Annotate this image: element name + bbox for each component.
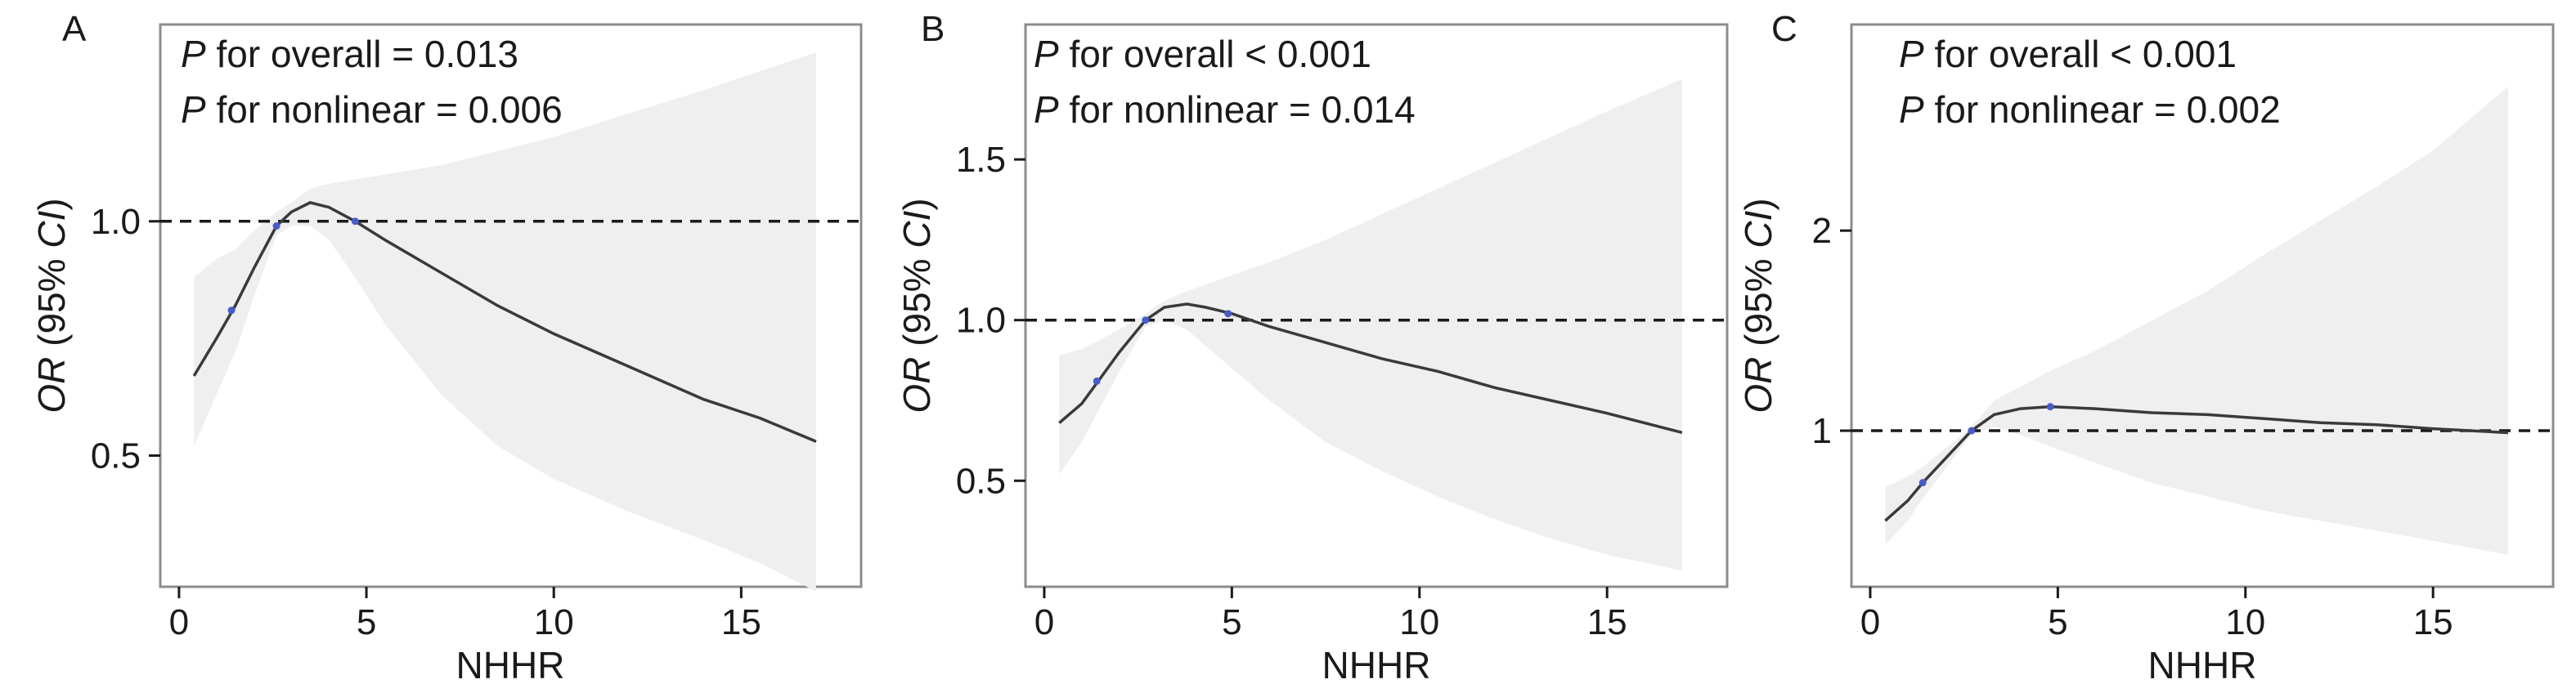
confidence-band [194, 52, 816, 592]
panel-b: B P for overall < 0.001 P for nonlinear … [895, 9, 1729, 686]
x-tick-label: 0 [169, 602, 189, 642]
y-axis-title: OR (95% CI) [1737, 198, 1779, 413]
y-tick-label: 1 [1812, 411, 1832, 451]
y-axis-title: OR (95% CI) [30, 198, 73, 413]
x-tick-label: 0 [1034, 602, 1054, 642]
or-curve [1058, 302, 1683, 434]
knot-point [2046, 403, 2054, 411]
knot-point [1224, 310, 1232, 318]
x-tick-label: 5 [2048, 602, 2067, 642]
confidence-band [1059, 78, 1682, 571]
knot-point [1093, 377, 1101, 385]
x-axis: 0 5 10 15 [1860, 587, 2453, 642]
plot-frame [1850, 23, 2555, 588]
x-tick-label: 15 [2413, 602, 2453, 642]
x-tick-label: 5 [1222, 602, 1241, 642]
plot-area [1025, 78, 1727, 571]
y-tick-label: 1.0 [956, 301, 1006, 341]
or-curve [1884, 405, 2508, 522]
plot-area [1851, 86, 2553, 555]
y-tick-label: 2 [1812, 211, 1832, 251]
x-tick-label: 10 [1399, 602, 1439, 642]
knot-point [1142, 316, 1150, 324]
y-tick-label: 0.5 [956, 461, 1006, 501]
panel-a: A P for overall = 0.013 P for nonlinear … [30, 9, 863, 686]
annotation-nonlinear: P for nonlinear = 0.006 [181, 88, 563, 131]
knot-point [227, 306, 236, 315]
x-axis-title: NHHR [1322, 644, 1431, 686]
plot-area [160, 52, 861, 592]
x-tick-label: 5 [357, 602, 376, 642]
x-tick-label: 15 [721, 602, 761, 642]
x-tick-label: 15 [1587, 602, 1627, 642]
y-axis-title: OR (95% CI) [895, 198, 938, 413]
y-tick-label: 1.5 [956, 140, 1006, 180]
x-tick-label: 10 [534, 602, 574, 642]
x-tick-label: 0 [1860, 602, 1880, 642]
y-tick-label: 0.5 [91, 436, 141, 476]
x-axis-title: NHHR [456, 644, 565, 686]
knot-point [1919, 479, 1927, 487]
x-axis: 0 5 10 15 [169, 587, 761, 642]
panel-letter: B [921, 9, 945, 49]
annotation-overall: P for overall < 0.001 [1899, 33, 2237, 75]
y-axis: 12 [1812, 211, 1851, 451]
panel-letter: C [1771, 9, 1797, 49]
confidence-band [1885, 86, 2508, 555]
y-axis: 0.5 1.0 [91, 202, 160, 476]
y-tick-label: 1.0 [91, 202, 141, 242]
y-axis: 0.5 1.0 1.5 [956, 140, 1025, 501]
x-axis-title: NHHR [2148, 644, 2257, 686]
knot-point [272, 222, 280, 230]
annotation-overall: P for overall < 0.001 [1034, 33, 1371, 75]
plot-frame [159, 23, 863, 588]
annotation-overall: P for overall = 0.013 [181, 33, 518, 75]
x-tick-label: 10 [2225, 602, 2265, 642]
panel-c: C P for overall < 0.001 P for nonlinear … [1737, 9, 2555, 686]
panel-letter: A [62, 9, 87, 49]
annotation-nonlinear: P for nonlinear = 0.014 [1034, 88, 1416, 131]
annotation-nonlinear: P for nonlinear = 0.002 [1899, 88, 2281, 131]
knot-point [1968, 427, 1976, 435]
plot-frame [1024, 23, 1729, 588]
knot-point [351, 217, 359, 226]
x-axis: 0 5 10 15 [1034, 587, 1627, 642]
